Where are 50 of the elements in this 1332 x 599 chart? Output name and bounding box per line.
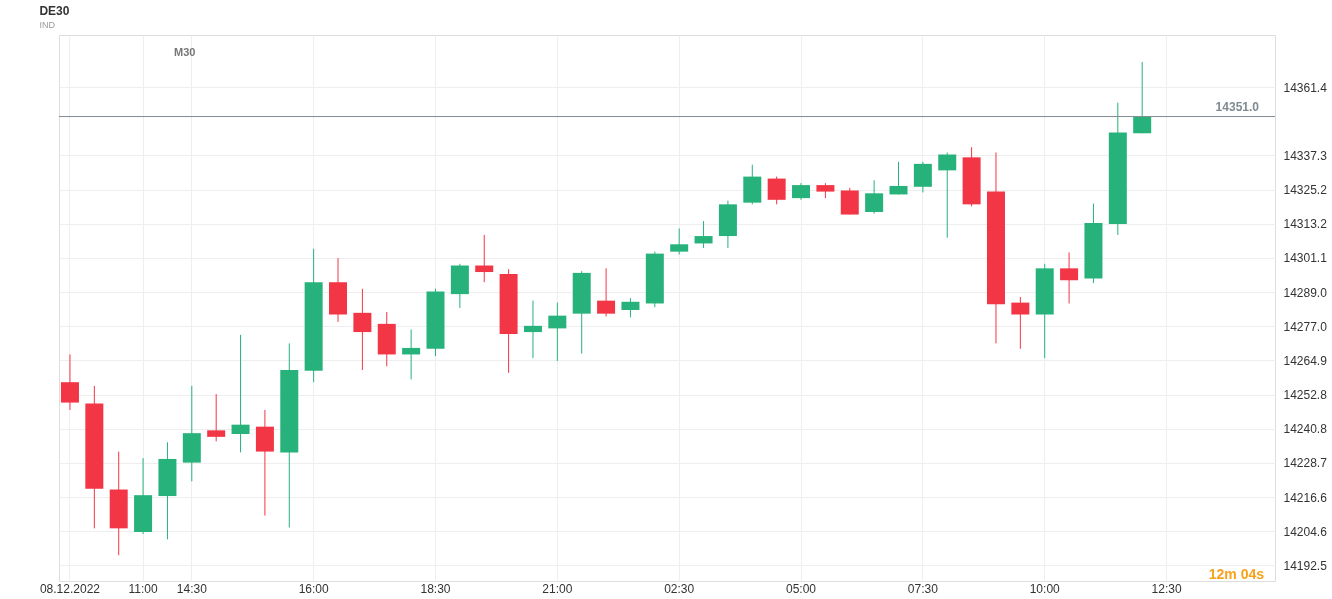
candlestick xyxy=(670,227,689,255)
y-tick-label: 14277.0 xyxy=(1283,319,1328,334)
candlestick xyxy=(353,288,372,371)
y-tick-label: 14216.6 xyxy=(1283,490,1328,505)
candlestick xyxy=(475,234,494,283)
x-tick-label: 11:00 xyxy=(128,581,158,596)
y-tick-label: 14325.2 xyxy=(1283,183,1328,198)
annotation: 12m 04s xyxy=(1208,566,1265,582)
candlestick xyxy=(889,161,908,195)
annotation: M30 xyxy=(174,46,196,58)
chart-subtitle: IND xyxy=(39,20,56,30)
candlestick xyxy=(597,267,616,317)
candlestick xyxy=(523,300,542,359)
candlestick xyxy=(231,334,250,453)
candlestick xyxy=(548,302,567,362)
x-tick-label: 02:30 xyxy=(664,581,695,596)
y-tick-label: 14361.4 xyxy=(1283,80,1328,95)
x-tick-label: 12:30 xyxy=(1151,581,1182,596)
candlestick xyxy=(402,329,421,380)
candlestick xyxy=(1133,61,1152,134)
candlestick xyxy=(767,176,786,205)
x-tick-label: 08.12.2022 xyxy=(39,581,101,596)
y-tick-label: 14228.7 xyxy=(1283,456,1328,471)
y-tick-label: 14192.5 xyxy=(1283,558,1328,573)
candlestick xyxy=(938,152,957,239)
candlestick xyxy=(913,161,932,193)
candlestick xyxy=(1060,251,1079,304)
candlestick xyxy=(694,220,713,249)
x-tick-label: 16:00 xyxy=(298,581,329,596)
candlestick xyxy=(1011,296,1030,350)
y-tick-label: 14252.8 xyxy=(1283,388,1328,403)
candlestick xyxy=(621,297,640,318)
ref-line-label: 14351.0 xyxy=(1215,99,1260,114)
x-tick-label: 07:30 xyxy=(907,581,939,596)
x-tick-label: 21:00 xyxy=(542,581,573,596)
candlestick xyxy=(207,393,226,442)
y-tick-label: 14204.6 xyxy=(1283,524,1328,539)
x-tick-label: 14:30 xyxy=(176,581,208,596)
y-tick-label: 14313.2 xyxy=(1283,217,1328,232)
candlestick xyxy=(60,353,79,411)
y-tick-label: 14264.9 xyxy=(1283,353,1328,368)
y-tick-label: 14240.8 xyxy=(1283,422,1328,437)
y-tick-label: 14301.1 xyxy=(1283,251,1328,266)
x-tick-label: 05:00 xyxy=(786,581,817,596)
candlestick xyxy=(865,179,884,215)
y-tick-label: 14337.3 xyxy=(1283,148,1328,163)
chart-title: DE30 xyxy=(39,4,70,18)
x-tick-label: 10:00 xyxy=(1029,581,1061,596)
x-tick-label: 18:30 xyxy=(420,581,451,596)
y-tick-label: 14289.0 xyxy=(1283,285,1328,300)
